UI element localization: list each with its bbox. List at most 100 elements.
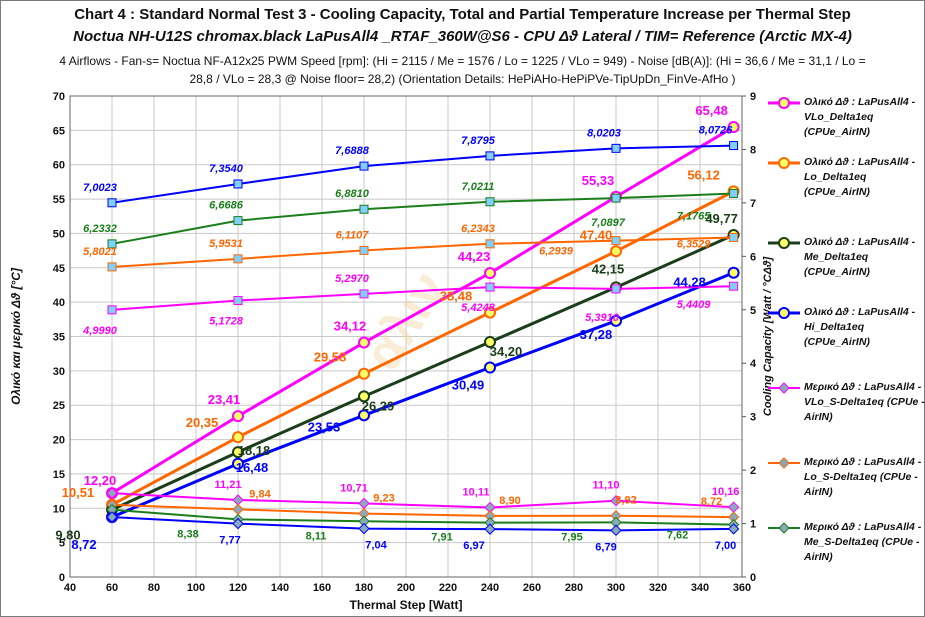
capacity-point [611,236,621,246]
capacity-point [107,198,117,208]
x-tick-label: 140 [271,582,289,594]
y-right-tick-label: 5 [750,305,756,317]
legend-swatch-marker [778,382,790,394]
data-label: 7,3540 [209,163,244,175]
capacity-point [729,141,739,151]
y-left-tick-label: 15 [53,469,65,481]
total-point [232,457,244,470]
data-label: 7,95 [561,531,582,543]
legend-label: Μερικό Δϑ : LaPusAll4 -Lo_S-Delta1eq (CP… [804,456,922,498]
data-label: 5,4409 [677,299,712,311]
data-label: 8,11 [306,530,327,542]
data-label: 7,1765 [677,210,712,222]
series-line [111,192,734,245]
x-tick-label: 60 [106,582,118,594]
data-label: 9,23 [373,493,394,505]
legend-label: Ολικό Δϑ : LaPusAll4 -Hi_Delta1eq (CPUe_… [804,306,916,348]
series-line [111,190,735,507]
capacity-point [485,282,495,292]
total-point [358,336,370,349]
data-label: 7,91 [431,532,452,544]
y-left-tick-label: 20 [53,435,65,447]
y-left-tick-label: 60 [53,160,65,172]
capacity-point [233,216,243,226]
data-label: 6,2343 [461,223,495,235]
y-right-tick-label: 4 [750,358,757,370]
total-point [727,121,740,134]
x-tick-label: 180 [355,582,373,594]
capacity-point [233,296,243,306]
chart-subtitle: Noctua NH-U12S chromax.black LaPusAll4 _… [73,28,852,45]
capacity-point [611,193,621,203]
y-left-tick-label: 10 [53,503,65,515]
capacity-point [359,245,369,255]
y-left-tick-label: 70 [53,91,65,103]
data-label: 5,8021 [83,246,117,258]
series-line [111,233,735,512]
y-left-tick-label: 30 [53,366,65,378]
y-left-tick-label: 25 [53,400,65,412]
x-tick-label: 280 [565,582,583,594]
capacity-point [233,254,243,264]
data-label: 5,1728 [209,316,244,328]
data-label: 6,2332 [83,223,117,235]
chart-info: 4 Airflows - Fan-s= Noctua NF-A12x25 PWM… [0,52,925,88]
data-label: 42,15 [592,261,625,276]
y-right-tick-label: 7 [750,198,756,210]
capacity-point [729,188,739,198]
x-tick-label: 80 [148,582,160,594]
partial-point [727,523,740,535]
capacity-point [485,197,495,207]
data-label: 55,33 [582,173,615,188]
data-label: 7,04 [365,540,387,552]
x-tick-label: 360 [733,582,751,594]
x-tick-label: 300 [607,582,625,594]
x-tick-label: 260 [523,582,541,594]
capacity-point [359,289,369,299]
data-label: 4,9990 [82,325,118,337]
partial-point [106,487,118,499]
total-point [484,267,496,280]
capacity-point [485,239,495,249]
data-label: 8,0203 [587,127,621,139]
legend-label: Ολικό Δϑ : LaPusAll4 -Lo_Delta1eq (CPUe_… [804,156,916,198]
data-label: 44,28 [673,275,706,290]
y-right-axis-title: Cooling Capacity [Watt / °CΔϑ] [762,257,774,417]
x-tick-label: 340 [691,582,709,594]
legend-swatch-marker [778,457,790,469]
data-label: 26,29 [362,398,395,413]
series-line [111,144,734,204]
x-tick-label: 320 [649,582,667,594]
total-point [610,245,622,258]
partial-point [610,524,622,537]
data-label: 34,20 [490,344,523,359]
partial-point [106,511,118,523]
total-point [727,266,740,279]
data-label: 6,8810 [335,188,370,200]
total-point [484,335,496,348]
legend-swatch-marker [778,157,790,169]
data-label: 47,40 [580,227,613,242]
y-left-tick-label: 55 [53,194,65,206]
data-label: 8,72 [701,496,722,508]
data-label: 5,2970 [335,273,370,285]
capacity-point [233,179,243,189]
series-line [111,236,734,268]
data-label: 49,77 [705,211,738,226]
data-label: 7,8795 [461,135,496,147]
data-label: 5,4248 [461,302,496,314]
data-label: 7,0897 [591,217,626,229]
x-tick-label: 220 [439,582,457,594]
y-left-axis-title: Ολικό και μερικό Δϑ [°C] [9,267,23,405]
y-right-tick-label: 2 [750,465,756,477]
capacity-point [359,204,369,214]
legend-swatch [768,382,800,394]
data-label: 23,41 [208,392,241,407]
y-left-tick-label: 0 [59,572,65,584]
data-label: 11,21 [215,479,242,491]
legend-swatch-marker [778,97,790,109]
capacity-point [729,281,739,291]
capacity-point [107,262,117,272]
x-tick-label: 100 [187,582,205,594]
